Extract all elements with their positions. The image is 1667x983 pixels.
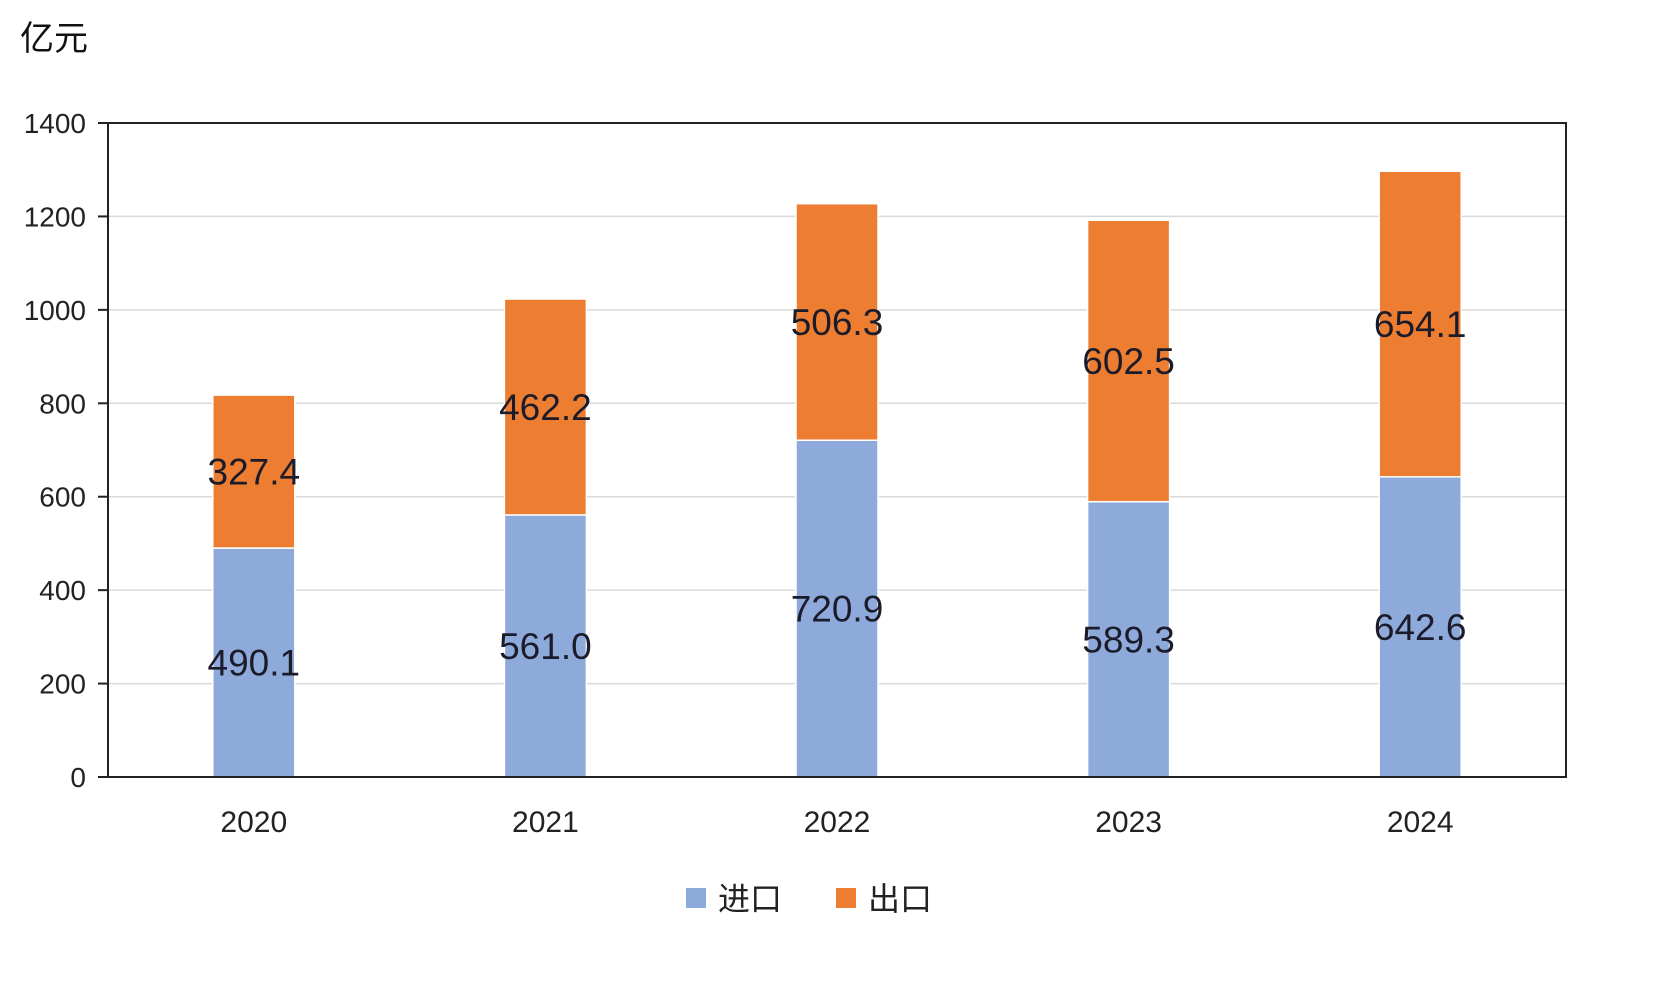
legend-swatch (836, 888, 856, 908)
y-tick-label: 1400 (24, 108, 86, 139)
x-tick-label: 2024 (1387, 806, 1454, 839)
y-tick-label: 400 (39, 575, 86, 606)
y-tick-label: 600 (39, 482, 86, 513)
y-tick-label: 1000 (24, 295, 86, 326)
legend-label: 出口 (868, 880, 932, 918)
data-label: 720.9 (791, 589, 884, 630)
bar-进口-2021 (503, 514, 588, 778)
y-tick-label: 800 (39, 388, 86, 419)
bar-出口-2023 (1086, 219, 1171, 503)
plot-frame (107, 122, 1567, 778)
data-label: 327.4 (208, 452, 301, 493)
data-label: 506.3 (791, 302, 884, 343)
bar-出口-2021 (503, 298, 588, 516)
x-tick-label: 2021 (512, 806, 579, 839)
x-tick-label: 2023 (1095, 806, 1162, 839)
bar-出口-2020 (212, 394, 296, 549)
data-label: 462.2 (499, 387, 592, 428)
y-tick-label: 0 (70, 762, 86, 793)
unit-label: 亿元 (20, 19, 88, 59)
data-label: 602.5 (1082, 341, 1175, 382)
data-label: 561.0 (499, 626, 592, 667)
data-label: 654.1 (1374, 304, 1467, 345)
legend: 进口 出口 (686, 880, 932, 918)
bar-出口-2024 (1378, 170, 1462, 478)
data-labels: 490.1 327.4 561.0 462.2 720.9 506.3 589.3 602.5… (208, 302, 1467, 684)
data-label: 490.1 (208, 643, 301, 684)
data-label: 589.3 (1082, 619, 1175, 660)
axes: 0 200 400 600 800 1000 1200 1400 2020 2021 2022 202… (24, 108, 1567, 839)
x-tick-label: 2022 (804, 806, 871, 839)
bar-进口-2023 (1086, 500, 1171, 778)
legend-label: 进口 (718, 880, 782, 918)
bar-出口-2022 (795, 202, 879, 441)
x-tick-label: 2020 (220, 806, 287, 839)
y-tick-label: 200 (39, 669, 86, 700)
bars (212, 170, 1462, 778)
y-tick-label: 1200 (24, 201, 86, 232)
data-label: 642.6 (1374, 607, 1467, 648)
bar-进口-2022 (795, 439, 879, 778)
legend-swatch (686, 888, 706, 908)
